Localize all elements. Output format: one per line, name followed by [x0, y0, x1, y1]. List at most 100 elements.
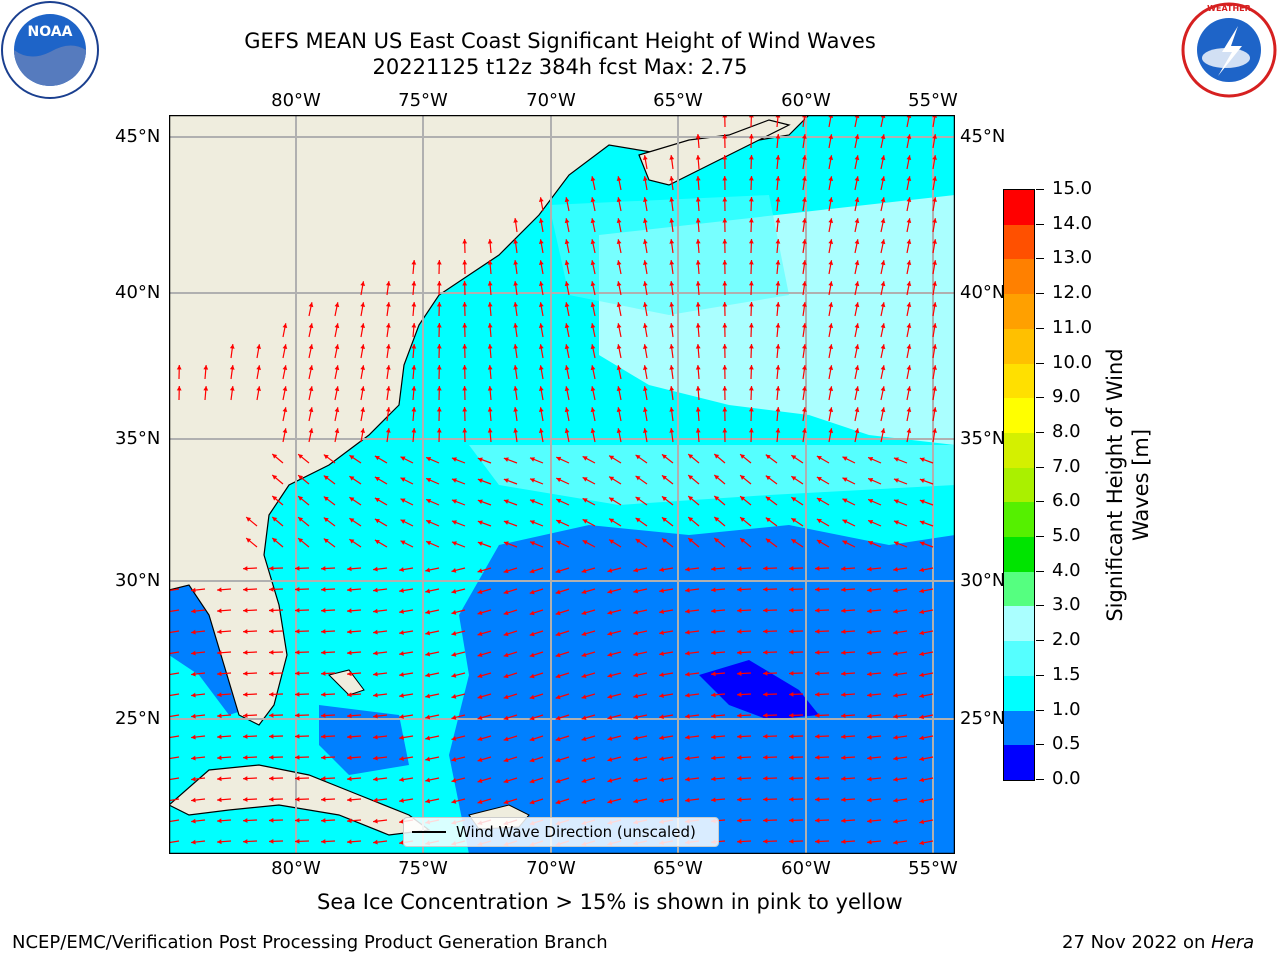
wave-direction-arrowhead	[919, 478, 925, 483]
wave-direction-arrowhead	[642, 260, 648, 265]
wave-direction-arrowhead	[487, 344, 493, 349]
colorbar-tick-label: 1.5	[1052, 663, 1081, 685]
wave-direction-arrowhead	[191, 776, 196, 782]
wave-direction-arrowhead	[737, 671, 742, 676]
wave-direction-arrowhead	[669, 218, 675, 223]
wave-direction-arrowhead	[334, 407, 340, 413]
wave-direction-arrowhead	[816, 519, 822, 524]
wave-direction-arrowhead	[919, 693, 925, 699]
wave-direction-arrowhead	[765, 454, 771, 460]
wave-direction-arrowhead	[555, 589, 561, 595]
wave-direction-arrowhead	[711, 776, 716, 782]
wave-direction-arrowhead	[635, 475, 641, 481]
wave-direction-arrowhead	[842, 456, 848, 461]
wave-direction-arrowhead	[695, 218, 701, 223]
colorbar-tick-label: 5.0	[1052, 525, 1081, 547]
wave-direction-arrowhead	[462, 281, 468, 286]
wave-direction-arrowhead	[711, 734, 716, 740]
wave-direction-arrowhead	[323, 517, 329, 523]
wave-direction-arrowhead	[737, 755, 742, 760]
wave-direction-arrowhead	[906, 386, 912, 392]
wave-direction-arrowhead	[191, 734, 196, 740]
wave-direction-arrowhead	[775, 428, 781, 433]
wave-direction-arrowhead	[893, 840, 898, 845]
wave-direction-arrowhead	[451, 715, 457, 720]
wave-direction-arrowhead	[880, 176, 886, 182]
wave-direction-arrowhead	[659, 588, 664, 594]
wave-direction-arrowhead	[722, 302, 728, 307]
wave-direction-arrowhead	[590, 260, 596, 266]
wave-direction-arrowhead	[399, 840, 404, 845]
wave-direction-arrowhead	[763, 586, 768, 592]
wave-direction-arrowhead	[932, 344, 937, 349]
wave-direction-arrowhead	[425, 756, 431, 762]
wave-height-map	[165, 112, 956, 855]
wave-direction-arrowhead	[347, 839, 352, 845]
wave-direction-arrowhead	[695, 323, 701, 328]
wave-direction-arrowhead	[217, 629, 222, 635]
wave-direction-arrowhead	[633, 609, 639, 615]
wave-direction-arrowhead	[385, 365, 391, 370]
wave-direction-arrowhead	[334, 365, 340, 371]
wave-direction-arrowhead	[867, 608, 872, 614]
wave-direction-arrowhead	[513, 239, 519, 244]
lat-label-left-45n: 45°N	[115, 126, 161, 147]
wave-direction-arrowhead	[893, 457, 899, 462]
wave-direction-arrowhead	[347, 692, 352, 698]
wave-direction-arrowhead	[867, 692, 872, 698]
wave-direction-arrowhead	[893, 567, 898, 572]
wave-direction-arrowhead	[669, 344, 675, 349]
wave-direction-arrowhead	[530, 478, 535, 483]
wave-direction-arrowhead	[919, 735, 925, 741]
colorbar-tick-label: 9.0	[1052, 386, 1081, 408]
wave-direction-arrowhead	[816, 540, 822, 545]
colorbar-tick-label: 10.0	[1052, 351, 1093, 373]
colorbar-label: Significant Height of Wind Waves [m]	[1102, 348, 1154, 621]
wave-direction-arrowhead	[425, 651, 431, 657]
wave-direction-arrowhead	[802, 428, 807, 433]
wave-direction-arrowhead	[609, 497, 615, 502]
wave-direction-arrowhead	[269, 754, 274, 760]
wave-direction-arrowhead	[932, 260, 937, 265]
wave-direction-arrowhead	[191, 650, 196, 656]
wave-direction-arrowhead	[789, 712, 794, 718]
wave-direction-arrowhead	[880, 323, 886, 329]
wave-direction-arrowhead	[642, 386, 648, 391]
wave-direction-arrowhead	[269, 796, 274, 802]
wave-direction-arrowhead	[748, 428, 754, 433]
wave-direction-arrowhead	[815, 650, 820, 655]
wave-direction-arrowhead	[669, 176, 675, 181]
wave-direction-arrowhead	[669, 386, 675, 391]
wave-direction-arrowhead	[711, 692, 716, 698]
wave-direction-arrowhead	[217, 839, 222, 845]
colorbar-tick-label: 8.0	[1052, 420, 1081, 442]
colorbar-segment	[1004, 363, 1034, 399]
wave-direction-arrowhead	[373, 608, 378, 614]
wave-direction-arrowhead	[385, 344, 391, 349]
wave-direction-arrowhead	[399, 567, 404, 572]
wave-direction-arrowhead	[530, 457, 535, 462]
wave-direction-arrowhead	[815, 566, 820, 571]
wave-direction-arrowhead	[321, 797, 326, 802]
wave-direction-arrowhead	[269, 691, 274, 697]
wave-direction-arrowhead	[256, 386, 262, 391]
wave-direction-arrowhead	[789, 586, 794, 592]
wind-wave-arrows	[165, 112, 937, 847]
wave-direction-arrowhead	[841, 839, 846, 845]
wave-direction-arrowhead	[360, 281, 366, 286]
wave-direction-arrowhead	[932, 302, 937, 307]
wave-direction-arrowhead	[360, 344, 366, 349]
wave-direction-arrowhead	[347, 755, 352, 761]
lon-label-top-60w: 60°W	[781, 90, 831, 111]
wave-direction-arrowhead	[425, 714, 431, 720]
wave-direction-arrowhead	[295, 586, 300, 592]
wave-direction-arrowhead	[295, 796, 300, 802]
wave-direction-arrowhead	[695, 344, 701, 349]
lat-label-right-30n: 30°N	[960, 570, 1006, 591]
colorbar-segment	[1004, 432, 1034, 468]
wave-direction-arrowhead	[906, 260, 912, 266]
wave-direction-arrowhead	[642, 176, 648, 181]
wave-direction-arrowhead	[893, 520, 899, 525]
wave-direction-arrowhead	[642, 407, 648, 412]
wave-direction-arrowhead	[555, 778, 561, 784]
